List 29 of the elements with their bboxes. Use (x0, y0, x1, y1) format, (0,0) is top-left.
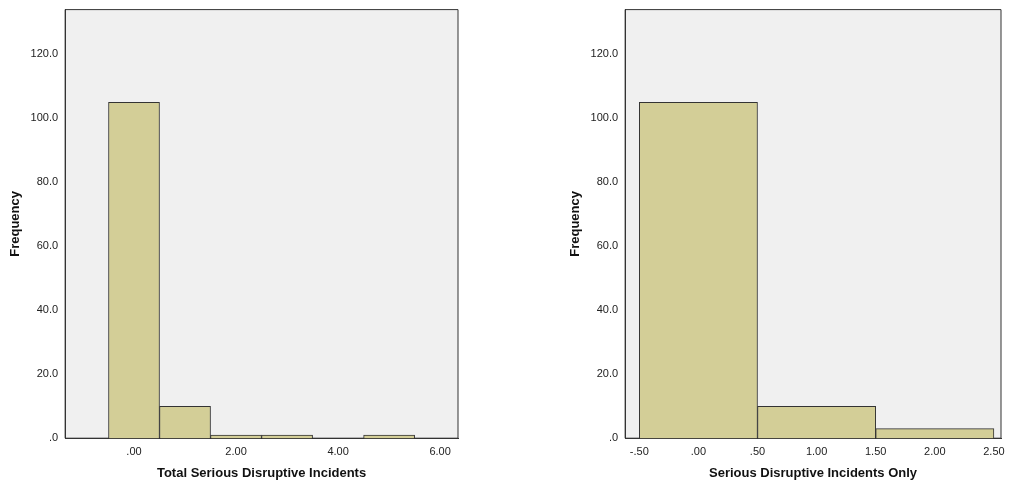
y-tick-label: .0 (608, 431, 619, 444)
y-tick-label: .0 (48, 431, 59, 444)
y-tick-label: 120.0 (30, 47, 59, 60)
x-axis-title: Total Serious Disruptive Incidents (156, 464, 367, 480)
y-tick-label: 80.0 (36, 175, 59, 188)
y-tick-label: 20.0 (36, 367, 59, 380)
y-tick-label: 120.0 (590, 47, 619, 60)
x-tick-label: 6.00 (429, 444, 451, 457)
x-axis-title: Serious Disruptive Incidents Only (709, 464, 918, 480)
x-tick-label: 4.00 (327, 444, 349, 457)
y-axis-title: Frequency (7, 190, 23, 257)
y-tick-label: 40.0 (36, 303, 59, 316)
y-tick-label: 60.0 (36, 239, 59, 252)
y-axis-title: Frequency (567, 190, 583, 257)
x-tick-label: 2.00 (225, 444, 247, 457)
y-tick-label: 100.0 (30, 111, 59, 124)
x-tick-label: 1.00 (805, 444, 828, 457)
x-tick-label: .50 (749, 444, 766, 457)
y-tick-label: 100.0 (590, 111, 619, 124)
y-tick-label: 40.0 (596, 303, 619, 316)
x-tick-label: -.50 (629, 444, 649, 457)
y-tick-label: 80.0 (596, 175, 619, 188)
x-tick-label: 1.50 (865, 444, 887, 457)
x-tick-label: 2.50 (983, 444, 1005, 457)
y-tick-label: 60.0 (596, 239, 619, 252)
y-tick-label: 20.0 (596, 367, 619, 380)
x-tick-label: .00 (126, 444, 142, 457)
x-tick-label: .00 (690, 444, 707, 457)
x-tick-label: 2.00 (924, 444, 946, 457)
